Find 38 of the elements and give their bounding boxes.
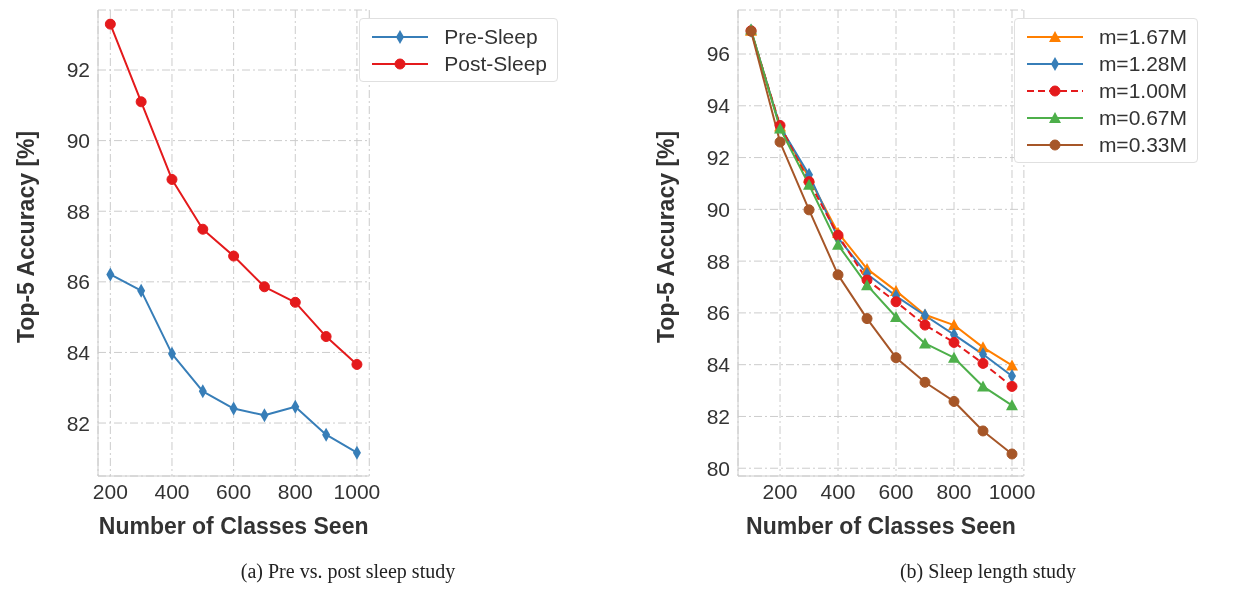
y-tick-label: 92	[706, 146, 730, 170]
y-tick-label: 92	[66, 58, 90, 82]
x-tick-label: 800	[936, 479, 972, 503]
x-tick-label: 400	[820, 479, 856, 503]
legend-label: m=0.67M	[1098, 105, 1187, 131]
x-tick-label: 800	[277, 479, 313, 503]
x-axis-title: Number of Classes Seen	[746, 513, 1016, 539]
y-axis-title: Top-5 Accuracy [%]	[653, 130, 680, 343]
y-tick-label: 90	[66, 129, 90, 153]
text: (a) Pre vs. post sleep study	[239, 560, 457, 583]
x-tick-label: 200	[92, 479, 128, 503]
y-tick-label: 90	[706, 197, 730, 221]
legend-label: m=0.33M	[1098, 132, 1187, 158]
legend-label: m=1.00M	[1098, 78, 1187, 104]
x-tick-label: 600	[216, 479, 252, 503]
y-tick-label: 84	[706, 353, 731, 377]
y-tick-label: 96	[706, 42, 730, 66]
text: (b) Sleep length study	[898, 560, 1078, 583]
y-tick-label: 82	[706, 404, 730, 428]
legend-label: Pre-Sleep	[444, 24, 538, 50]
y-axis-title: Top-5 Accuracy [%]	[13, 130, 40, 343]
x-axis-title: Number of Classes Seen	[98, 513, 369, 539]
y-tick-label: 94	[706, 94, 731, 118]
y-tick-label: 84	[66, 340, 91, 364]
y-tick-label: 86	[66, 270, 90, 294]
x-tick-label: 1000	[333, 479, 381, 503]
y-tick-label: 88	[706, 249, 730, 273]
y-tick-label: 82	[66, 411, 90, 435]
y-tick-label: 80	[706, 456, 730, 480]
y-tick-label: 86	[706, 301, 730, 325]
x-tick-label: 1000	[988, 479, 1036, 503]
x-tick-label: 400	[154, 479, 190, 503]
legend-label: m=1.28M	[1098, 51, 1187, 77]
x-tick-label: 200	[762, 479, 798, 503]
y-tick-label: 88	[66, 199, 90, 223]
legend-label: m=1.67M	[1098, 24, 1187, 50]
legend-label: Post-Sleep	[444, 51, 547, 77]
x-tick-label: 600	[878, 479, 914, 503]
